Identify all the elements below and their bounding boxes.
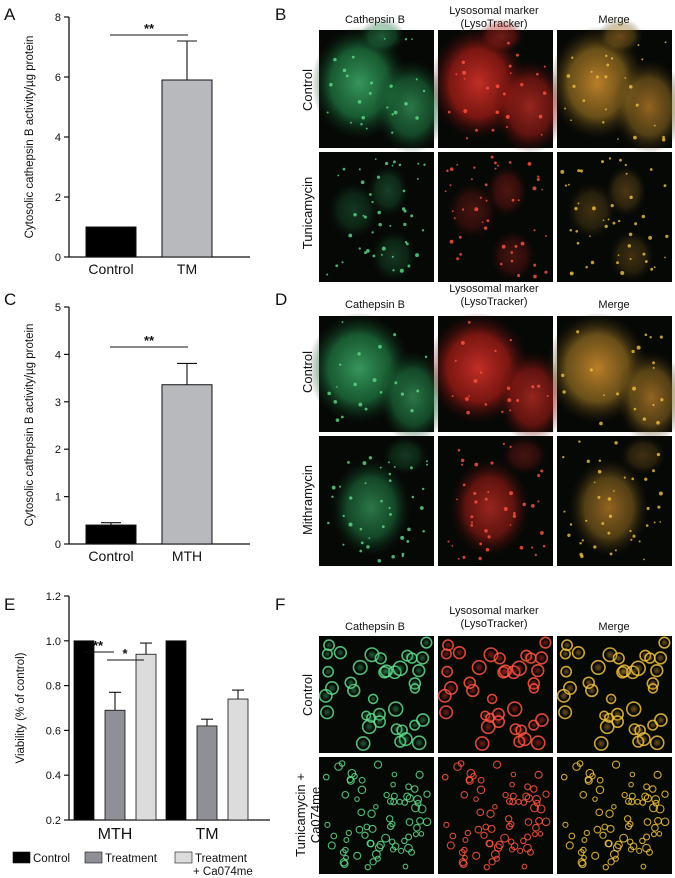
y-tick-label: 1.0 xyxy=(46,636,61,648)
column-header-merge: Merge xyxy=(598,299,629,311)
micrograph-cathepsin-b xyxy=(319,152,434,282)
micrograph-lysotracker xyxy=(429,18,567,154)
bar-control xyxy=(85,524,137,545)
panel-label-a: A xyxy=(4,5,16,24)
y-tick-label: 4 xyxy=(55,132,61,144)
bar-mth-treatment-ca074me xyxy=(135,653,157,821)
micrograph-merge xyxy=(556,636,672,753)
column-header-cathepsin-b: Cathepsin B xyxy=(345,299,405,311)
y-tick-label: 5 xyxy=(55,302,61,314)
row-label-control: Control xyxy=(300,674,315,716)
y-tick-label: 2 xyxy=(55,192,61,204)
bar-tm-treatment-ca074me xyxy=(227,698,249,821)
y-axis-label: Viability (% of control) xyxy=(15,652,27,763)
chart-e: 0.2 0.4 0.6 0.8 1.0 1.2 MTH TM Viability (% of… xyxy=(12,591,270,878)
column-header-lysosomal-marker: Lysosomal marker xyxy=(449,5,539,17)
micrograph-panel-f: Cathepsin B Lysosomal marker (LysoTracke… xyxy=(293,605,672,874)
x-tick-label: TM xyxy=(195,826,218,843)
legend: Control Treatment Treatment + Ca074me xyxy=(12,851,253,878)
column-header-merge: Merge xyxy=(598,621,629,633)
legend-swatch-treatment-ca074me xyxy=(174,851,193,864)
panel-label-f: F xyxy=(275,595,285,614)
y-tick-label: 6 xyxy=(55,72,61,84)
y-axis-label: Cytosolic cathepsin B activity/µg protei… xyxy=(24,324,36,527)
micrograph-panel-d: Cathepsin B Lysosomal marker (LysoTracke… xyxy=(300,283,675,566)
x-tick-label: MTH xyxy=(172,548,202,564)
micrograph-merge xyxy=(557,152,672,282)
y-tick-label: 2 xyxy=(55,444,61,456)
bar-mth xyxy=(161,384,213,545)
column-header-lysotracker: (LysoTracker) xyxy=(460,618,527,630)
significance-marker-2: * xyxy=(122,646,128,661)
micrograph-lysotracker xyxy=(438,436,553,566)
bar-control xyxy=(85,226,137,258)
column-header-lysotracker: (LysoTracker) xyxy=(460,296,527,308)
significance-marker-1: ** xyxy=(93,638,104,653)
bar-mth-treatment xyxy=(104,709,126,821)
micrograph-lysotracker xyxy=(437,636,553,753)
x-tick-label: MTH xyxy=(98,826,133,843)
row-label-mithramycin: Mithramycin xyxy=(300,465,315,535)
micrograph-cathepsin-b xyxy=(318,636,434,753)
micrograph-lysotracker xyxy=(438,152,553,282)
micrograph-merge xyxy=(557,436,672,566)
y-tick-label: 3 xyxy=(55,397,61,409)
y-tick-label: 0 xyxy=(55,539,61,551)
bar-tm-treatment xyxy=(196,725,218,821)
micrograph-cathepsin-b xyxy=(307,312,448,444)
panel-label-b: B xyxy=(275,5,286,24)
micrograph-lysotracker xyxy=(426,312,567,444)
legend-label-ca074me: + Ca074me xyxy=(193,866,253,878)
y-tick-label: 0.2 xyxy=(46,815,61,827)
legend-swatch-treatment xyxy=(84,851,103,864)
x-tick-label: Control xyxy=(88,548,133,564)
column-header-lysosomal-marker: Lysosomal marker xyxy=(449,605,539,617)
y-tick-label: 1 xyxy=(55,492,61,504)
bar-tm-control xyxy=(165,640,187,821)
row-label-tunicamycin: Tunicamycin xyxy=(300,177,315,249)
legend-label-control: Control xyxy=(33,853,70,865)
micrograph-panel-b: Cathepsin B Lysosomal marker (LysoTracke… xyxy=(300,5,675,282)
row-label-tunicamycin: Tunicamycin + xyxy=(293,773,308,857)
y-tick-label: 1.2 xyxy=(46,591,61,603)
legend-label-treatment-ca074me: Treatment xyxy=(195,853,248,865)
bar-tm xyxy=(161,79,213,258)
y-tick-label: 0.4 xyxy=(46,770,61,782)
micrograph-merge xyxy=(548,18,675,154)
micrograph-cathepsin-b xyxy=(319,757,434,874)
column-header-cathepsin-b: Cathepsin B xyxy=(345,621,405,633)
micrograph-cathepsin-b xyxy=(319,436,434,566)
y-tick-label: 0 xyxy=(55,252,61,264)
legend-swatch-control xyxy=(12,851,31,864)
micrograph-lysotracker xyxy=(438,757,553,874)
column-header-lysosomal-marker: Lysosomal marker xyxy=(449,283,539,295)
micrograph-merge xyxy=(557,757,672,874)
panel-label-e: E xyxy=(4,595,15,614)
y-tick-label: 0.6 xyxy=(46,725,61,737)
micrograph-merge xyxy=(545,312,675,444)
significance-marker: ** xyxy=(144,21,155,36)
micrograph-cathepsin-b xyxy=(310,18,448,154)
chart-c: 0 1 2 3 4 5 Control MTH Cytosolic cathepsin B … xyxy=(24,302,250,564)
x-tick-label: Control xyxy=(88,261,133,277)
y-tick-label: 0.8 xyxy=(46,681,61,693)
y-tick-label: 8 xyxy=(55,12,61,24)
y-tick-label: 4 xyxy=(55,349,61,361)
bar-mth-control xyxy=(73,640,95,821)
chart-a: 0 2 4 6 8 Control TM Cytosolic cathepsin B ac… xyxy=(24,12,250,277)
panel-label-d: D xyxy=(275,290,287,309)
significance-marker: ** xyxy=(144,333,155,348)
x-tick-label: TM xyxy=(177,261,197,277)
panel-label-c: C xyxy=(4,290,16,309)
legend-label-treatment: Treatment xyxy=(105,853,158,865)
y-axis-label: Cytosolic cathepsin B activity/µg protei… xyxy=(24,36,36,239)
